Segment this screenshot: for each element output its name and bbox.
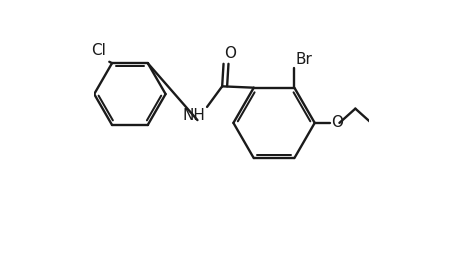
Text: O: O (331, 115, 343, 130)
Text: NH: NH (183, 108, 206, 123)
Text: Br: Br (296, 52, 313, 67)
Text: O: O (225, 46, 237, 61)
Text: Cl: Cl (91, 43, 106, 58)
